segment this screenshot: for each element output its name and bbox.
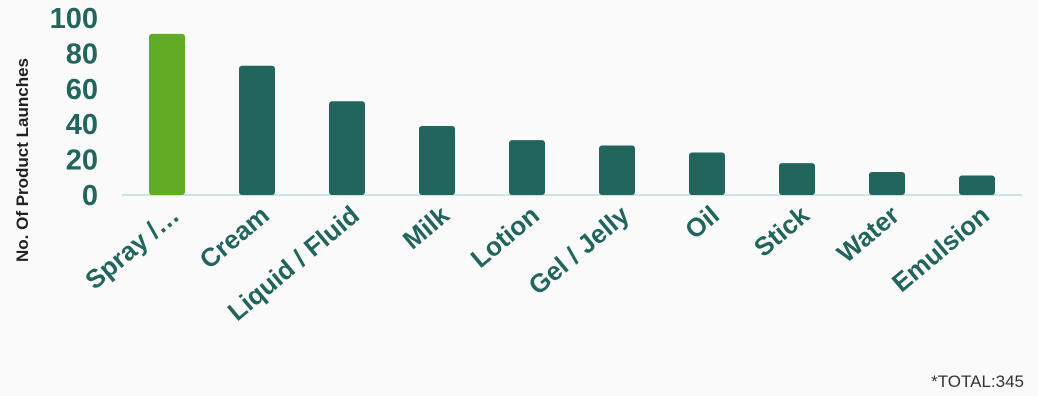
y-tick-label: 60 [66,74,98,106]
y-tick-label: 80 [66,38,98,70]
y-tick-label: 0 [82,180,98,212]
bar [149,33,185,196]
x-tick-label: Cream [194,200,275,275]
y-tick-label: 40 [66,109,98,141]
y-tick-label: 20 [66,145,98,177]
bar [239,65,275,195]
bar [329,101,365,195]
x-tick-label: Gel / Jelly [523,199,636,300]
y-axis-label: No. Of Product Launches [13,57,32,263]
total-footnote: *TOTAL:345 [931,372,1024,391]
bar [509,140,545,195]
x-tick-label: Stick [748,199,815,262]
bar [419,125,455,195]
x-tick-label: Water [831,200,905,269]
x-tick-label: Milk [397,199,455,255]
y-tick-label: 100 [50,3,98,35]
x-tick-label: Oil [679,200,725,245]
x-tick-label: Spray /… [79,200,185,295]
x-tick-label: Emulsion [886,200,995,298]
bar [599,145,635,195]
bar [779,163,815,195]
x-tick-label: Lotion [465,200,545,274]
bar [869,171,905,195]
bar [959,175,995,195]
bar [689,152,725,195]
